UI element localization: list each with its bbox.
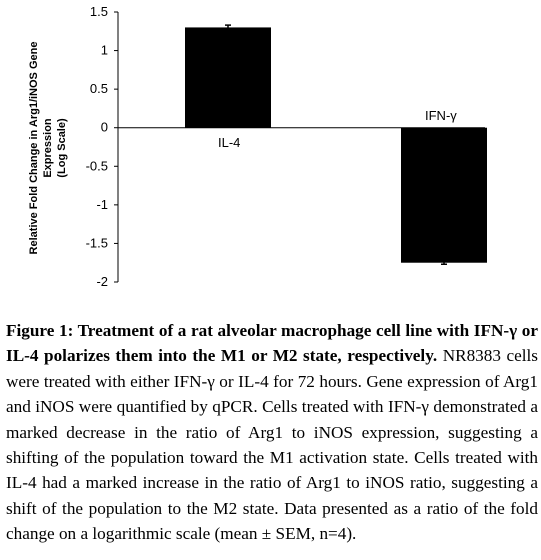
y-tick-label: 1 xyxy=(101,43,108,58)
category-label-il4: IL-4 xyxy=(218,135,240,150)
y-axis-label-line: (Log Scale) xyxy=(56,118,68,178)
category-label-ifn-gamma: IFN-γ xyxy=(425,108,457,123)
bar-chart: 1.5 1 0.5 0 -0.5 -1 -1.5 -2 IL-4 IFN-γ Relative Fo… xyxy=(28,4,487,289)
y-axis-label-line: Expression xyxy=(42,118,54,178)
y-tick-label: -0.5 xyxy=(86,158,108,173)
caption-body: NR8383 cells were treated with either IF… xyxy=(6,346,538,544)
y-axis-label-line: Relative Fold Change in Arg1/iNOS Gene xyxy=(28,42,40,255)
y-axis-label: Relative Fold Change in Arg1/iNOS Gene Ex… xyxy=(28,42,68,255)
chart-area: 1.5 1 0.5 0 -0.5 -1 -1.5 -2 IL-4 IFN-γ Relative Fo… xyxy=(28,4,487,289)
y-tick-label: -1.5 xyxy=(86,235,108,250)
caption-title: Figure 1: Treatment of a rat alveolar ma… xyxy=(6,321,538,366)
bar-ifn-gamma xyxy=(401,127,487,263)
y-tick-label: -2 xyxy=(96,274,108,289)
y-tick-label: -1 xyxy=(96,197,108,212)
y-tick-label: 0.5 xyxy=(90,81,108,96)
y-tick-label: 1.5 xyxy=(90,4,108,19)
y-tick-label: 0 xyxy=(101,120,108,135)
bar-il4 xyxy=(185,27,271,128)
figure-caption: Figure 1: Treatment of a rat alveolar ma… xyxy=(6,318,538,547)
